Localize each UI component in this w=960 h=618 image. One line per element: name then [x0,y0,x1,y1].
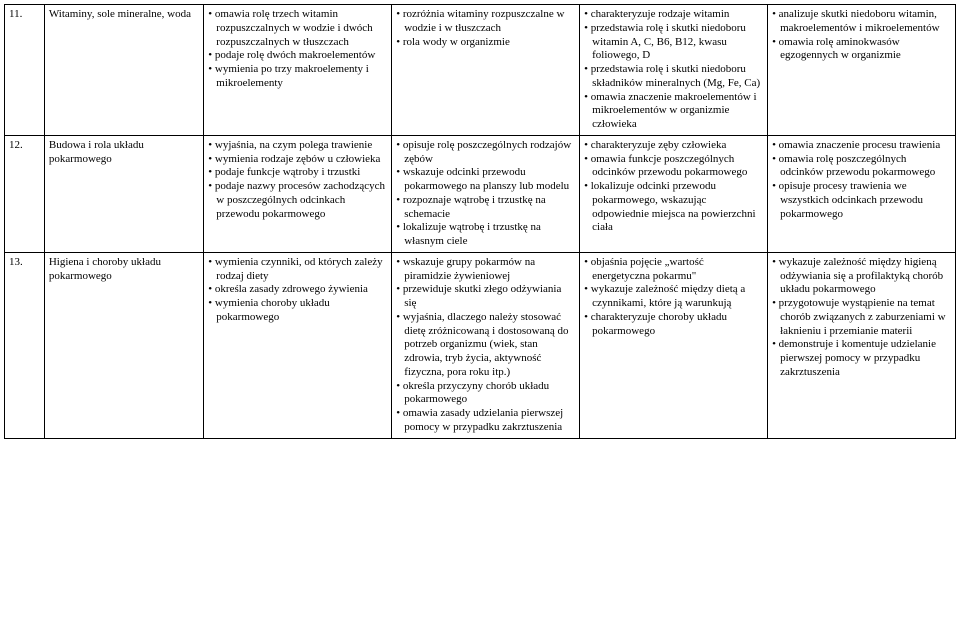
list-item: określa zasady zdrowego żywienia [208,283,387,297]
list-item: opisuje procesy trawienia we wszystkich … [772,180,951,221]
competency-cell: analizuje skutki niedoboru witamin, makr… [768,5,956,136]
list-item: przewiduje skutki złego odżywiania się [396,283,575,311]
list-item: rozpoznaje wątrobę i trzustkę na schemac… [396,194,575,222]
list-item: wykazuje zależność między higieną odżywi… [772,256,951,297]
competency-cell: omawia znaczenie procesu trawieniaomawia… [768,135,956,252]
competency-cell: charakteryzuje rodzaje witaminprzedstawi… [580,5,768,136]
list-item: przedstawia rolę i skutki niedoboru skła… [584,63,763,91]
list-item: lokalizuje wątrobę i trzustkę na własnym… [396,221,575,249]
list-item: wyjaśnia, dlaczego należy stosować dietę… [396,311,575,380]
list-item: omawia znaczenie makroelementów i mikroe… [584,91,763,132]
list-item: przedstawia rolę i skutki niedoboru wita… [584,22,763,63]
list-item: opisuje rolę poszczególnych rodzajów zęb… [396,139,575,167]
list-item: omawia znaczenie procesu trawienia [772,139,951,153]
table-body: 11.Witaminy, sole mineralne, wodaomawia … [5,5,956,439]
bullet-list: omawia rolę trzech witamin rozpuszczalny… [208,8,387,91]
competency-cell: omawia rolę trzech witamin rozpuszczalny… [204,5,392,136]
table-row: 13.Higiena i choroby układu pokarmowegow… [5,252,956,438]
list-item: podaje funkcje wątroby i trzustki [208,166,387,180]
bullet-list: charakteryzuje rodzaje witaminprzedstawi… [584,8,763,132]
row-number: 11. [5,5,45,136]
bullet-list: opisuje rolę poszczególnych rodzajów zęb… [396,139,575,249]
list-item: charakteryzuje rodzaje witamin [584,8,763,22]
list-item: podaje nazwy procesów zachodzących w pos… [208,180,387,221]
bullet-list: rozróżnia witaminy rozpuszczalne w wodzi… [396,8,575,49]
competency-cell: wskazuje grupy pokarmów na piramidzie ży… [392,252,580,438]
bullet-list: analizuje skutki niedoboru witamin, makr… [772,8,951,63]
table-row: 11.Witaminy, sole mineralne, wodaomawia … [5,5,956,136]
row-topic: Higiena i choroby układu pokarmowego [44,252,203,438]
table-row: 12.Budowa i rola układu pokarmowegowyjaś… [5,135,956,252]
bullet-list: wyjaśnia, na czym polega trawieniewymien… [208,139,387,222]
list-item: omawia rolę aminokwasów egzogennych w or… [772,36,951,64]
competency-cell: charakteryzuje zęby człowiekaomawia funk… [580,135,768,252]
list-item: wskazuje odcinki przewodu pokarmowego na… [396,166,575,194]
competency-cell: wymienia czynniki, od których zależy rod… [204,252,392,438]
list-item: wymienia czynniki, od których zależy rod… [208,256,387,284]
list-item: lokalizuje odcinki przewodu pokarmowego,… [584,180,763,235]
list-item: demonstruje i komentuje udzielanie pierw… [772,338,951,379]
competency-cell: objaśnia pojęcie „wartość energetyczna p… [580,252,768,438]
list-item: objaśnia pojęcie „wartość energetyczna p… [584,256,763,284]
list-item: wyjaśnia, na czym polega trawienie [208,139,387,153]
list-item: przygotowuje wystąpienie na temat chorób… [772,297,951,338]
competency-cell: opisuje rolę poszczególnych rodzajów zęb… [392,135,580,252]
competency-cell: wyjaśnia, na czym polega trawieniewymien… [204,135,392,252]
bullet-list: objaśnia pojęcie „wartość energetyczna p… [584,256,763,339]
bullet-list: wymienia czynniki, od których zależy rod… [208,256,387,325]
list-item: rola wody w organizmie [396,36,575,50]
list-item: wymienia po trzy makroelementy i mikroel… [208,63,387,91]
list-item: omawia rolę trzech witamin rozpuszczalny… [208,8,387,49]
row-topic: Budowa i rola układu pokarmowego [44,135,203,252]
list-item: wykazuje zależność między dietą a czynni… [584,283,763,311]
list-item: charakteryzuje choroby układu pokarmoweg… [584,311,763,339]
list-item: wymienia choroby układu pokarmowego [208,297,387,325]
list-item: charakteryzuje zęby człowieka [584,139,763,153]
row-topic: Witaminy, sole mineralne, woda [44,5,203,136]
list-item: omawia rolę poszczególnych odcinków prze… [772,153,951,181]
bullet-list: wykazuje zależność między higieną odżywi… [772,256,951,380]
competency-cell: wykazuje zależność między higieną odżywi… [768,252,956,438]
row-number: 12. [5,135,45,252]
list-item: podaje rolę dwóch makroelementów [208,49,387,63]
bullet-list: wskazuje grupy pokarmów na piramidzie ży… [396,256,575,435]
curriculum-table: 11.Witaminy, sole mineralne, wodaomawia … [4,4,956,439]
list-item: omawia zasady udzielania pierwszej pomoc… [396,407,575,435]
list-item: rozróżnia witaminy rozpuszczalne w wodzi… [396,8,575,36]
list-item: omawia funkcje poszczególnych odcinków p… [584,153,763,181]
competency-cell: rozróżnia witaminy rozpuszczalne w wodzi… [392,5,580,136]
list-item: wymienia rodzaje zębów u człowieka [208,153,387,167]
bullet-list: charakteryzuje zęby człowiekaomawia funk… [584,139,763,235]
list-item: określa przyczyny chorób układu pokarmow… [396,380,575,408]
list-item: wskazuje grupy pokarmów na piramidzie ży… [396,256,575,284]
row-number: 13. [5,252,45,438]
list-item: analizuje skutki niedoboru witamin, makr… [772,8,951,36]
bullet-list: omawia znaczenie procesu trawieniaomawia… [772,139,951,222]
